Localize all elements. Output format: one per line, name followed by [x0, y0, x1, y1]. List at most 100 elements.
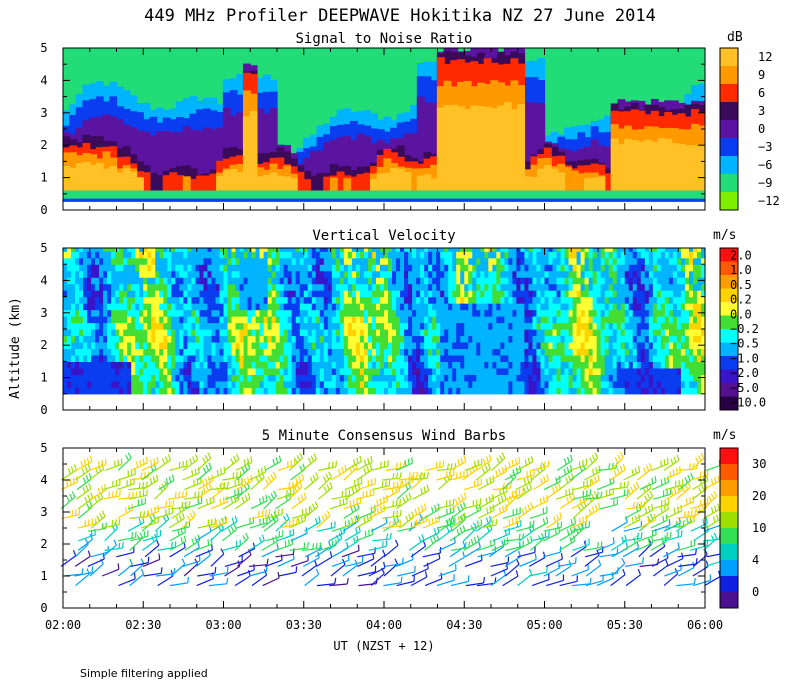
vv-cell — [103, 367, 108, 375]
vv-cell — [636, 283, 642, 291]
vv-cell — [604, 374, 610, 382]
vv-cell — [440, 380, 445, 388]
vv-cell — [552, 335, 558, 343]
vv-cell — [676, 374, 682, 382]
vv-cell — [263, 257, 269, 265]
vv-cell — [159, 264, 164, 272]
snr-cell — [256, 108, 265, 191]
vv-cell — [271, 251, 277, 259]
vv-cell — [668, 283, 674, 291]
snr-cell — [162, 130, 171, 191]
vv-cell — [520, 303, 526, 311]
vv-cell — [251, 296, 257, 304]
vv-cell — [371, 316, 377, 324]
vv-cell — [327, 387, 333, 395]
vv-cell — [436, 374, 441, 382]
vv-cell — [231, 322, 237, 330]
snr-ground-strip — [63, 190, 705, 199]
vv-cell — [532, 329, 538, 337]
vv-cell — [504, 257, 509, 265]
vv-cell — [552, 361, 558, 369]
vv-cell — [363, 290, 369, 298]
vv-cell — [684, 303, 690, 311]
vv-cell — [656, 270, 662, 278]
vv-cell — [95, 264, 100, 272]
vv-cell — [644, 387, 650, 395]
vv-cell — [115, 316, 120, 324]
vv-cell — [404, 316, 409, 324]
wind-barb — [261, 543, 279, 558]
vv-cell — [676, 309, 682, 317]
vv-cell — [303, 251, 309, 259]
vv-cell — [512, 348, 518, 356]
vv-cell — [379, 380, 385, 388]
vv-cell — [688, 283, 694, 291]
vv-cell — [67, 348, 72, 356]
vv-cell — [375, 270, 381, 278]
vv-cell — [139, 322, 144, 330]
vv-cell — [119, 248, 124, 252]
vv-cell — [155, 329, 160, 337]
vv-cell — [203, 270, 209, 278]
vv-cell — [636, 387, 642, 395]
vv-cell — [159, 270, 164, 278]
wind-barb — [169, 535, 187, 551]
vv-cell — [179, 387, 184, 395]
vv-cell — [111, 316, 116, 324]
vv-cell — [283, 380, 289, 388]
vv-cell — [75, 348, 80, 356]
vv-cell — [179, 257, 184, 265]
vv-cell — [147, 270, 152, 278]
vv-cell — [552, 341, 558, 350]
vv-cell — [388, 354, 393, 362]
wind-barb — [234, 570, 251, 587]
wind-barb — [477, 504, 495, 519]
vv-cell — [544, 341, 550, 350]
vv-cell — [456, 374, 461, 382]
snr-cell — [149, 135, 158, 191]
vv-cell — [83, 248, 88, 252]
vv-cell — [159, 329, 164, 337]
vv-cell — [159, 296, 164, 304]
vv-cell — [131, 374, 136, 382]
vv-cell — [532, 348, 538, 356]
vv-cell — [207, 341, 213, 350]
vv-cell — [135, 374, 140, 382]
vv-cell — [484, 329, 489, 337]
vv-cell — [379, 367, 385, 375]
vv-cell — [628, 251, 634, 259]
vv-cell — [347, 380, 353, 388]
snr-cell — [189, 129, 198, 191]
vv-cell — [492, 361, 497, 369]
vv-cell — [412, 283, 417, 291]
vv-cell — [396, 380, 401, 388]
vv-cell — [432, 264, 437, 272]
vv-cell — [207, 316, 213, 324]
vv-cell — [516, 322, 522, 330]
wind-barb — [302, 453, 318, 471]
vv-cell — [127, 296, 132, 304]
vv-cell — [147, 264, 152, 272]
vv-cell — [532, 380, 538, 388]
vv-cell — [452, 290, 457, 298]
wind-barb — [465, 576, 486, 587]
snr-plot-area — [63, 48, 705, 210]
vv-cell — [351, 309, 357, 317]
vv-cell — [552, 348, 558, 356]
vv-cell — [644, 277, 650, 285]
vv-cell — [259, 374, 265, 382]
vv-cell — [319, 277, 325, 285]
vv-cell — [287, 329, 293, 337]
vv-cell — [347, 387, 353, 395]
vv-cell — [247, 387, 253, 395]
vv-cell — [668, 354, 674, 362]
vv-cell — [492, 257, 497, 265]
vv-cell — [167, 270, 172, 278]
vv-cell — [512, 316, 518, 324]
vv-cell — [680, 354, 686, 362]
vv-cell — [263, 374, 269, 382]
vv-cell — [175, 277, 180, 285]
vv-cell — [564, 335, 570, 343]
wind-barb — [583, 474, 600, 491]
vv-cell — [484, 251, 489, 259]
